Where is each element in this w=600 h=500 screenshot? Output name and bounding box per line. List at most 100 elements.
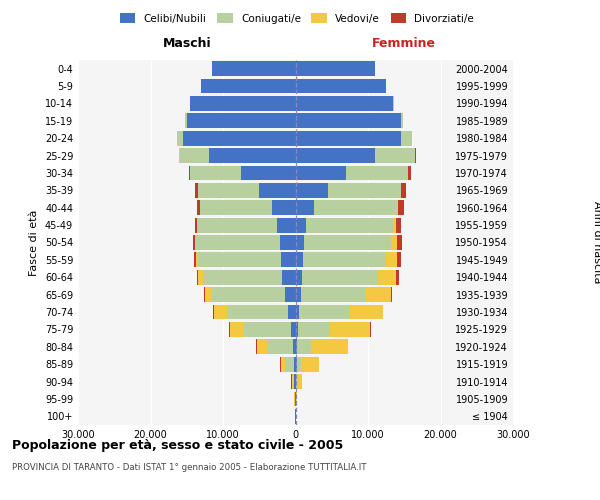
Bar (194, 252, 196, 268)
Bar (179, 148, 209, 163)
Bar (296, 148, 375, 163)
Bar (203, 270, 283, 284)
Bar (293, 357, 296, 372)
Bar (201, 78, 296, 94)
Bar (297, 340, 311, 354)
Bar (204, 288, 205, 302)
Bar (241, 166, 296, 180)
Bar (296, 288, 301, 302)
Bar (268, 340, 293, 354)
Bar (296, 166, 346, 180)
Bar (350, 304, 383, 320)
Bar (301, 288, 366, 302)
Bar (197, 270, 199, 284)
Bar (196, 235, 280, 250)
Legend: Celibi/Nubili, Coniugati/e, Vedovi/e, Divorziati/e: Celibi/Nubili, Coniugati/e, Vedovi/e, Di… (116, 10, 478, 26)
Bar (187, 114, 296, 128)
Bar (183, 131, 296, 146)
Bar (296, 62, 375, 76)
Bar (244, 322, 291, 337)
Text: PROVINCIA DI TARANTO - Dati ISTAT 1° gennaio 2005 - Elaborazione TUTTITALIA.IT: PROVINCIA DI TARANTO - Dati ISTAT 1° gen… (12, 464, 367, 472)
Bar (397, 200, 398, 215)
Bar (197, 218, 277, 232)
Text: Anni di nascita: Anni di nascita (592, 201, 600, 284)
Bar (295, 374, 296, 389)
Bar (296, 252, 303, 268)
Bar (296, 200, 314, 215)
Bar (298, 322, 331, 337)
Text: Femmine: Femmine (372, 36, 436, 50)
Bar (209, 148, 296, 163)
Bar (285, 357, 293, 372)
Bar (197, 183, 259, 198)
Bar (185, 114, 187, 128)
Bar (296, 322, 298, 337)
Bar (296, 357, 301, 372)
Bar (227, 304, 288, 320)
Bar (196, 252, 197, 268)
Bar (301, 357, 319, 372)
Bar (259, 183, 296, 198)
Bar (288, 304, 296, 320)
Bar (281, 252, 296, 268)
Bar (195, 218, 197, 232)
Bar (394, 218, 396, 232)
Bar (397, 252, 401, 268)
Bar (190, 96, 296, 111)
Bar (280, 235, 296, 250)
Bar (415, 148, 416, 163)
Bar (212, 288, 284, 302)
Bar (397, 235, 402, 250)
Bar (396, 218, 401, 232)
Bar (230, 322, 244, 337)
Bar (346, 166, 408, 180)
Text: Maschi: Maschi (163, 36, 211, 50)
Bar (284, 288, 296, 302)
Bar (296, 340, 297, 354)
Bar (196, 183, 197, 198)
Bar (378, 270, 396, 284)
Bar (296, 270, 302, 284)
Bar (296, 374, 298, 389)
Bar (307, 218, 394, 232)
Bar (281, 357, 285, 372)
Bar (257, 340, 268, 354)
Bar (296, 218, 307, 232)
Bar (396, 270, 399, 284)
Bar (291, 322, 296, 337)
Bar (299, 304, 350, 320)
Bar (197, 252, 281, 268)
Bar (292, 374, 293, 389)
Bar (311, 340, 348, 354)
Bar (314, 200, 397, 215)
Bar (296, 131, 401, 146)
Bar (189, 166, 190, 180)
Bar (304, 235, 391, 250)
Bar (298, 374, 302, 389)
Bar (205, 288, 212, 302)
Bar (293, 340, 296, 354)
Bar (391, 235, 397, 250)
Bar (272, 200, 296, 215)
Bar (401, 131, 412, 146)
Bar (199, 270, 203, 284)
Bar (296, 183, 328, 198)
Bar (328, 183, 401, 198)
Bar (296, 304, 299, 320)
Bar (366, 288, 391, 302)
Bar (283, 270, 296, 284)
Bar (200, 200, 272, 215)
Bar (193, 235, 196, 250)
Bar (296, 78, 386, 94)
Bar (302, 270, 378, 284)
Bar (303, 252, 386, 268)
Bar (214, 304, 227, 320)
Bar (178, 131, 183, 146)
Bar (398, 200, 404, 215)
Bar (408, 166, 411, 180)
Bar (296, 235, 304, 250)
Text: Popolazione per età, sesso e stato civile - 2005: Popolazione per età, sesso e stato civil… (12, 440, 343, 452)
Bar (401, 114, 403, 128)
Bar (190, 166, 241, 180)
Bar (213, 304, 214, 320)
